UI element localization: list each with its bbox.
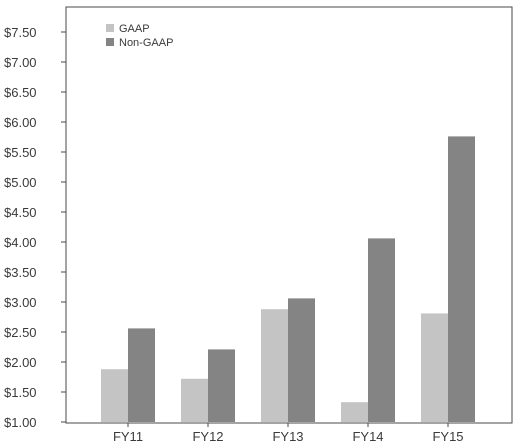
y-tick-label: $2.00 bbox=[4, 355, 37, 370]
y-tick-label: $7.50 bbox=[4, 25, 37, 40]
bar-non-gaap-fy14 bbox=[368, 238, 395, 422]
y-tick-label: $1.50 bbox=[4, 385, 37, 400]
x-tick-label: FY11 bbox=[113, 429, 143, 443]
plot-frame bbox=[65, 6, 513, 424]
y-tick-label: $2.50 bbox=[4, 325, 37, 340]
legend-swatch-gaap bbox=[106, 24, 114, 32]
x-tick-label: FY15 bbox=[432, 429, 463, 443]
legend-label-gaap: GAAP bbox=[119, 23, 150, 35]
y-axis-ticks: $1.00 $1.50 $2.00 $2.50 $3.00 $3.50 $4.00 $4.50… bbox=[4, 25, 66, 430]
bar-gaap-fy13 bbox=[261, 309, 288, 422]
x-tick-label: FY14 bbox=[352, 429, 383, 443]
bar-non-gaap-fy12 bbox=[208, 349, 235, 422]
y-tick-label: $5.50 bbox=[4, 145, 37, 160]
bar-gaap-fy12 bbox=[181, 378, 208, 422]
bar-non-gaap-fy13 bbox=[288, 298, 315, 422]
bar-gaap-fy15 bbox=[421, 313, 448, 422]
legend: GAAP Non-GAAP bbox=[106, 23, 173, 49]
y-tick-label: $6.50 bbox=[4, 85, 37, 100]
x-tick-label: FY12 bbox=[192, 429, 223, 443]
x-axis-ticks: FY11 FY12 FY13 FY14 FY15 bbox=[113, 423, 464, 443]
y-tick-label: $4.00 bbox=[4, 235, 37, 250]
bar-gaap-fy14 bbox=[341, 402, 368, 422]
y-tick-label: $6.00 bbox=[4, 115, 37, 130]
y-tick-label: $4.50 bbox=[4, 205, 37, 220]
y-tick-label: $1.00 bbox=[4, 415, 37, 430]
bars bbox=[101, 136, 475, 422]
bar-non-gaap-fy15 bbox=[448, 136, 475, 422]
legend-swatch-non-gaap bbox=[106, 38, 114, 46]
bar-gaap-fy11 bbox=[101, 369, 128, 422]
y-tick-label: $7.00 bbox=[4, 55, 37, 70]
y-tick-label: $5.00 bbox=[4, 175, 37, 190]
y-tick-label: $3.50 bbox=[4, 265, 37, 280]
x-tick-label: FY13 bbox=[272, 429, 303, 443]
legend-label-non-gaap: Non-GAAP bbox=[119, 37, 173, 49]
bar-non-gaap-fy11 bbox=[128, 328, 155, 422]
y-tick-label: $3.00 bbox=[4, 295, 37, 310]
